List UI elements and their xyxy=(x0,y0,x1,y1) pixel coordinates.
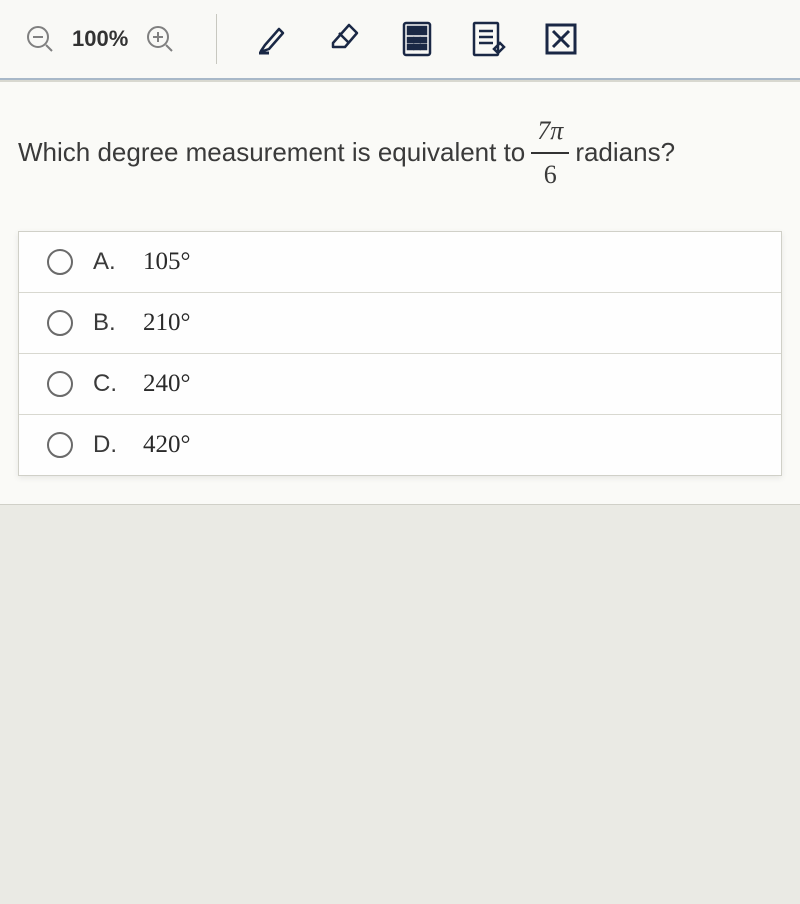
toolbar: 100% xyxy=(0,0,800,80)
question-text: Which degree measurement is equivalent t… xyxy=(18,110,782,195)
question-suffix: radians? xyxy=(575,132,675,174)
option-letter: D. xyxy=(93,431,123,459)
option-c[interactable]: C. 240° xyxy=(19,354,781,415)
option-b[interactable]: B. 210° xyxy=(19,293,781,354)
close-x-icon[interactable] xyxy=(541,19,581,59)
radio-icon[interactable] xyxy=(47,310,73,336)
radio-icon[interactable] xyxy=(47,249,73,275)
zoom-in-icon[interactable] xyxy=(140,19,180,59)
radio-icon[interactable] xyxy=(47,432,73,458)
zoom-level: 100% xyxy=(72,26,128,52)
question-prefix: Which degree measurement is equivalent t… xyxy=(18,132,525,174)
option-value: 210° xyxy=(143,309,191,337)
eraser-icon[interactable] xyxy=(325,19,365,59)
option-d[interactable]: D. 420° xyxy=(19,415,781,475)
option-value: 105° xyxy=(143,248,191,276)
zoom-out-icon[interactable] xyxy=(20,19,60,59)
toolbar-divider xyxy=(216,14,217,64)
option-letter: A. xyxy=(93,248,123,276)
option-a[interactable]: A. 105° xyxy=(19,232,781,293)
question-panel: Which degree measurement is equivalent t… xyxy=(0,80,800,504)
option-value: 240° xyxy=(143,370,191,398)
option-letter: C. xyxy=(93,370,123,398)
option-value: 420° xyxy=(143,431,191,459)
fraction-numerator: 7π xyxy=(531,110,569,154)
options-list: A. 105° B. 210° C. 240° D. 420° xyxy=(18,231,782,476)
radio-icon[interactable] xyxy=(47,371,73,397)
question-fraction: 7π 6 xyxy=(531,110,569,195)
fraction-denominator: 6 xyxy=(538,154,563,196)
calculator-icon[interactable] xyxy=(397,19,437,59)
highlighter-icon[interactable] xyxy=(253,19,293,59)
notepad-icon[interactable] xyxy=(469,19,509,59)
empty-area xyxy=(0,504,800,904)
option-letter: B. xyxy=(93,309,123,337)
zoom-controls: 100% xyxy=(20,19,180,59)
